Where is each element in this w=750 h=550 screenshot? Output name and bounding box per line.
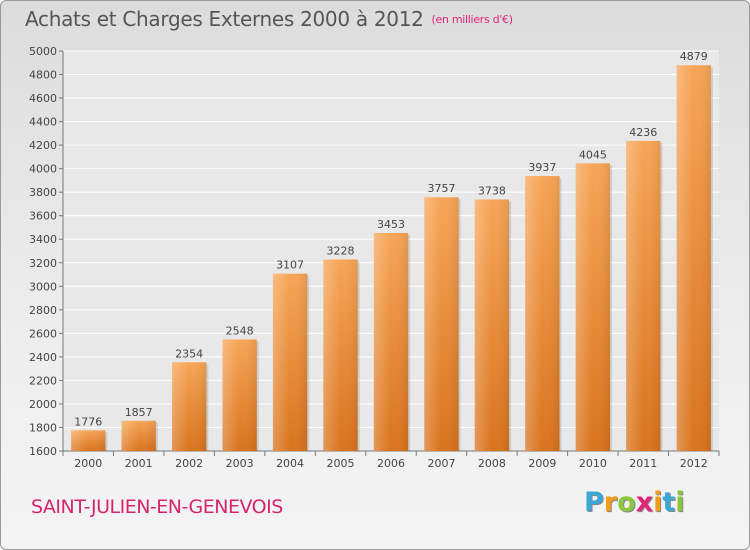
value-label-2009: 3937	[528, 161, 556, 174]
y-tick-label: 3200	[29, 257, 57, 270]
labels: 1600 1800 2000 2200 2400 2600 2800 3000 3200 3400…	[29, 45, 708, 470]
bar-highlight	[71, 430, 106, 451]
y-tick-label: 2600	[29, 327, 57, 340]
chart-unit: (en milliers d'€)	[431, 13, 513, 26]
y-tick-label: 3600	[29, 210, 57, 223]
value-label-2011: 4236	[629, 126, 657, 139]
bar-highlight	[222, 339, 257, 451]
bar-highlight	[424, 197, 459, 451]
bar-highlight	[373, 233, 409, 451]
value-label-2012: 4879	[680, 50, 708, 63]
y-tick-label: 2400	[29, 351, 57, 364]
x-tick-label-2009: 2009	[528, 457, 556, 470]
logo-letter: x	[635, 487, 654, 518]
value-label-2008: 3738	[478, 184, 506, 197]
y-tick-label: 1600	[29, 445, 57, 458]
bar-highlight	[525, 176, 560, 451]
value-label-2000: 1776	[74, 415, 102, 428]
logo-letter: i	[675, 487, 685, 518]
y-tick-label: 2000	[29, 398, 57, 411]
x-tick-label-2008: 2008	[478, 457, 506, 470]
y-tick-label: 4600	[29, 92, 57, 105]
chart-title: Achats et Charges Externes 2000 à 2012 (e…	[25, 7, 513, 31]
value-label-2003: 2548	[226, 324, 254, 337]
logo-letter: P	[584, 487, 604, 518]
value-label-2006: 3453	[377, 218, 405, 231]
city-name: SAINT-JULIEN-EN-GENEVOIS	[31, 496, 283, 518]
bar-highlight	[323, 259, 358, 451]
x-tick-label-2003: 2003	[226, 457, 254, 470]
value-label-2004: 3107	[276, 259, 304, 272]
bar-highlight	[121, 420, 156, 451]
y-tick-label: 2800	[29, 304, 57, 317]
x-tick-label-2006: 2006	[377, 457, 405, 470]
y-tick-label: 5000	[29, 45, 57, 58]
y-tick-label: 1800	[29, 421, 57, 434]
y-tick-label: 3400	[29, 233, 57, 246]
x-tick-label-2001: 2001	[125, 457, 153, 470]
x-tick-label-2011: 2011	[629, 457, 657, 470]
y-tick-label: 2200	[29, 374, 57, 387]
x-tick-label-2002: 2002	[175, 457, 203, 470]
y-tick-label: 3000	[29, 280, 57, 293]
x-tick-label-2000: 2000	[74, 457, 102, 470]
bar-highlight	[575, 163, 611, 451]
proxiti-logo[interactable]: Proxiti	[584, 487, 685, 518]
y-tick-label: 4200	[29, 139, 57, 152]
value-label-2005: 3228	[327, 244, 355, 257]
x-tick-label-2004: 2004	[276, 457, 304, 470]
chart-title-text: Achats et Charges Externes 2000 à 2012	[25, 7, 424, 31]
bar-highlight	[272, 273, 308, 451]
value-label-2010: 4045	[579, 148, 607, 161]
y-tick-label: 4800	[29, 69, 57, 82]
x-tick-label-2012: 2012	[680, 457, 708, 470]
value-label-2007: 3757	[427, 182, 455, 195]
y-tick-label: 4000	[29, 163, 57, 176]
bar-highlight	[474, 199, 510, 451]
logo-letter: r	[603, 487, 618, 518]
bar-highlight	[626, 140, 661, 451]
logo-letter: o	[617, 487, 636, 518]
value-label-2002: 2354	[175, 347, 203, 360]
value-label-2001: 1857	[125, 406, 153, 419]
x-tick-label-2007: 2007	[427, 457, 455, 470]
x-tick-label-2010: 2010	[579, 457, 607, 470]
y-tick-label: 3800	[29, 186, 57, 199]
bar-highlight	[676, 65, 711, 451]
y-tick-label: 4400	[29, 116, 57, 129]
logo-letter: t	[662, 487, 676, 518]
logo-letter: i	[653, 487, 663, 518]
bars	[71, 65, 713, 451]
bar-highlight	[171, 362, 207, 451]
x-tick-label-2005: 2005	[327, 457, 355, 470]
